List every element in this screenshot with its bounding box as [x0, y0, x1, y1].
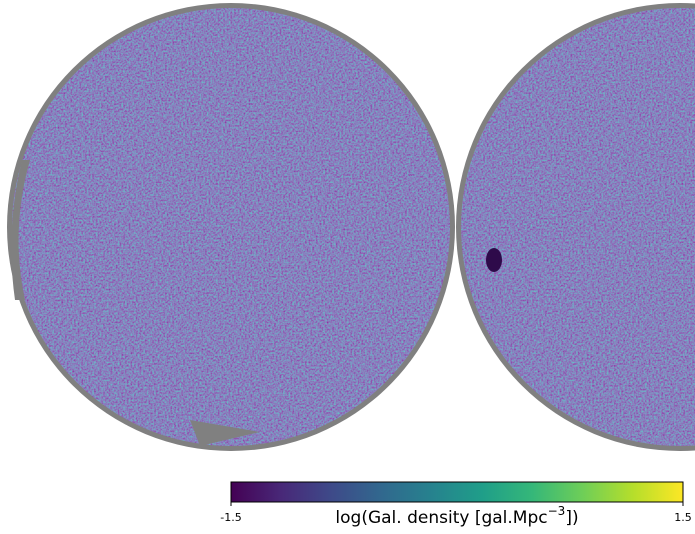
label-superscript: −3: [548, 504, 566, 518]
colorbar-tick-label: 1.5: [674, 511, 692, 524]
right-hemisphere: [456, 3, 695, 451]
left-hemisphere: [7, 3, 455, 451]
colorbar-label: log(Gal. density [gal.Mpc−3]): [335, 504, 578, 529]
label-suffix: ]): [565, 508, 578, 528]
label-text: log(Gal. density [gal.Mpc: [335, 508, 547, 528]
colorbar-tick-label: -1.5: [220, 511, 241, 524]
colorbar: [230, 481, 684, 503]
